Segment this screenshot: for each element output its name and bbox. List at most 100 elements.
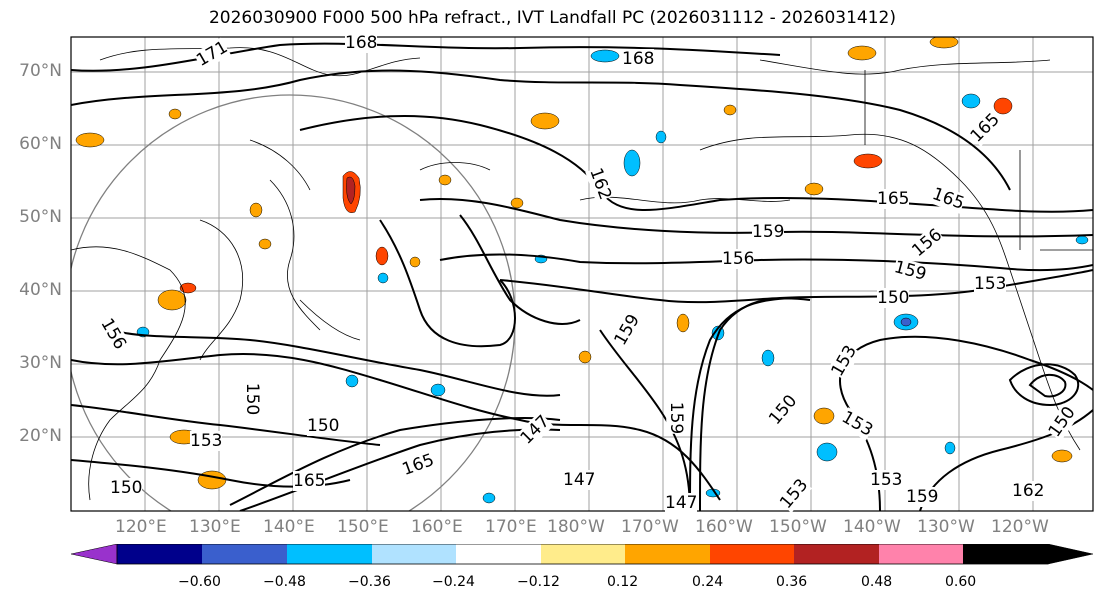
colorbar-tick: 0.12 [607,574,639,590]
contour-label: 147 [563,470,596,490]
lon-label: 170°W [621,517,679,537]
cool-anomaly [482,492,496,504]
contour-label: 153 [974,274,1007,294]
lat-label-40n: 40°N [19,280,62,300]
warm-anomaly [993,97,1013,115]
warm-anomaly [813,407,835,425]
colorbar-tick: −0.36 [348,574,391,590]
coastlines [71,47,1093,501]
cool-anomaly [761,349,775,367]
colorbar-bin [625,544,710,564]
cool-anomaly [590,49,620,63]
contour-label: 159 [666,401,687,435]
lat-label-70n: 70°N [19,61,62,81]
cool-anomaly [1075,235,1089,245]
lon-label: 140°W [843,517,901,537]
contour-label: 159 [752,222,785,242]
warm-anomaly [168,108,182,120]
lon-label: 130°W [917,517,975,537]
warm-anomaly [578,350,592,364]
warm-anomaly [676,313,690,333]
contour-label: 168 [345,33,378,53]
warm-anomaly [530,112,560,130]
colorbar-extend-low [70,544,118,565]
lon-label: 180°W [547,517,605,537]
warm-anomaly [179,282,197,294]
lon-label: 170°E [485,517,537,537]
warm-anomaly [723,104,737,116]
cool-anomaly [944,441,956,455]
contour-label: 150 [877,288,910,308]
warm-anomaly [249,202,263,218]
contour-label: 153 [190,431,223,451]
colorbar-tick: 0.48 [861,574,893,590]
lon-label: 120°E [115,517,167,537]
lon-label: 130°E [189,517,241,537]
lon-label: 140°E [263,517,315,537]
contour-label: 150 [307,416,340,436]
colorbar-bin [963,544,1048,564]
lon-label: 160°E [411,517,463,537]
map-title: 2026030900 F000 500 hPa refract., IVT La… [208,8,896,28]
contour-label: 153 [870,470,903,490]
warm-anomaly [929,37,959,49]
warm-anomaly [1051,449,1073,463]
contour-label: 150 [242,382,263,416]
colorbar-bin [456,544,541,564]
warm-anomaly [438,174,452,186]
colorbar-tick: 0.60 [945,574,977,590]
contour-label: 147 [665,493,698,513]
cool-anomaly [430,383,446,397]
colorbar-bin [879,544,963,564]
colorbar-tick: −0.12 [517,574,560,590]
colorbar-tick: −0.24 [432,574,475,590]
warm-anomaly [375,246,389,266]
lon-label: 150°E [337,517,389,537]
warm-anomaly [197,470,227,490]
warm-anomaly [409,256,421,268]
warm-anomaly [804,182,824,196]
warm-anomaly [258,238,272,250]
contour-label: 162 [1012,481,1045,501]
contour-label: 156 [722,249,755,269]
warm-anomaly [157,289,187,311]
colorbar-extend-high [1047,544,1094,565]
cool-anomaly [345,374,359,388]
lon-label: 160°W [695,517,753,537]
colorbar-tick: 0.24 [692,574,724,590]
colorbar-bin [287,544,372,564]
cool-anomaly [900,317,912,327]
warm-anomaly [847,45,877,61]
warm-anomaly [510,197,524,209]
lon-label: 150°W [769,517,827,537]
colorbar-bin [794,544,879,564]
anomaly-fills [75,37,1089,504]
graticule [71,37,1093,511]
lat-label-20n: 20°N [19,426,62,446]
colorbar-tick: −0.48 [263,574,306,590]
colorbar-bin [372,544,456,564]
colorbar-bin [541,544,625,564]
cool-anomaly [655,130,667,144]
contour-label: 168 [622,49,655,69]
cool-anomaly [377,272,389,284]
lat-label-30n: 30°N [19,353,62,373]
cool-anomaly [623,149,641,177]
colorbar-bin [117,544,202,564]
lat-label-60n: 60°N [19,134,62,154]
cool-anomaly [961,93,981,109]
colorbar-tick: 0.36 [776,574,808,590]
contour-label: 150 [110,478,143,498]
colorbar-bin [710,544,794,564]
lon-label: 120°W [991,517,1049,537]
lat-label-50n: 50°N [19,207,62,227]
contour-label: 165 [293,471,326,491]
cool-anomaly [816,442,838,462]
colorbar [70,544,1094,565]
contour-label: 159 [906,487,939,507]
contour-label: 165 [877,189,910,209]
colorbar-bin [202,544,287,564]
warm-anomaly [346,176,356,205]
colorbar-tick: −0.60 [178,574,221,590]
